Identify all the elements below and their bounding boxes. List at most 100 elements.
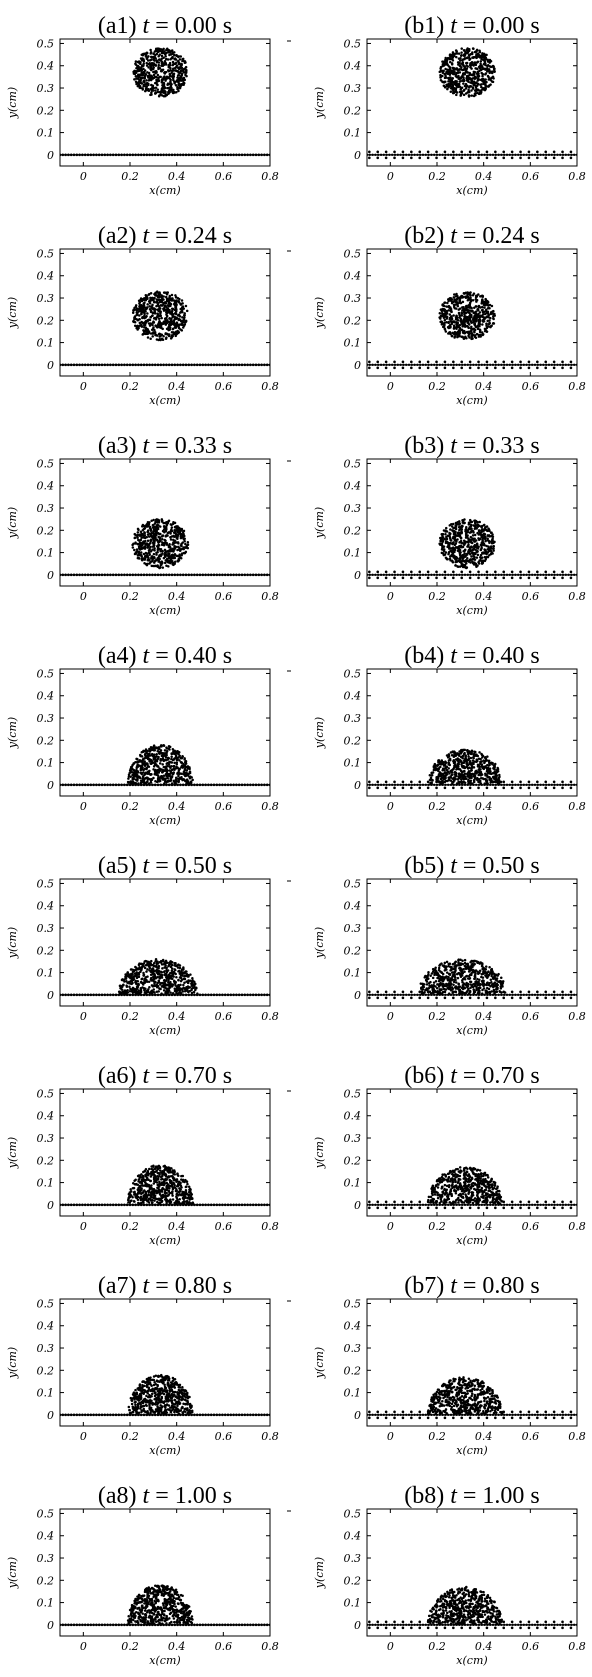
- substrate-particle: [151, 783, 154, 787]
- panel-a2: (a2) t = 0.24 s00.10.20.30.40.50 0.2 0.4 0.…: [6, 223, 291, 407]
- droplet-particle: [156, 83, 159, 86]
- y-tick-label: 0.3: [344, 82, 362, 95]
- droplet-particle: [453, 543, 457, 547]
- substrate-particle: [444, 783, 447, 787]
- droplet-particle: [146, 770, 150, 773]
- substrate-particle: [198, 783, 202, 787]
- droplet-particle: [184, 760, 188, 763]
- droplet-particle: [133, 548, 136, 552]
- droplet-particle: [453, 539, 457, 542]
- substrate-particle: [72, 573, 76, 577]
- droplet-particle: [160, 745, 163, 748]
- substrate-particle: [477, 363, 481, 367]
- droplet-particle: [451, 91, 455, 95]
- pillar-particle: [536, 360, 539, 364]
- droplet-particle: [491, 547, 495, 550]
- y-tick-label: 0.1: [344, 547, 362, 560]
- droplet-particle: [440, 544, 444, 547]
- droplet-particle: [182, 547, 185, 551]
- pillar-particle: [384, 366, 388, 370]
- droplet-particle: [172, 302, 176, 306]
- droplet-particle: [483, 548, 486, 551]
- droplet-particle: [165, 525, 168, 529]
- x-tick-label: 0.4: [475, 380, 493, 393]
- droplet-particle: [467, 543, 470, 547]
- substrate-particle: [438, 573, 441, 577]
- y-tick-label: 0: [47, 779, 54, 792]
- droplet-particle: [163, 525, 166, 529]
- droplet-particle: [138, 314, 141, 317]
- droplet-particle: [440, 533, 443, 536]
- x-tick-label: 0.6: [522, 170, 540, 183]
- droplet-particle: [183, 316, 186, 319]
- droplet-particle: [177, 74, 181, 77]
- pillar-particle: [502, 156, 506, 160]
- droplet-particle: [167, 334, 171, 338]
- droplet-particle: [164, 777, 167, 781]
- pillar-particle: [443, 360, 447, 364]
- x-tick-label: 0.8: [568, 170, 586, 183]
- droplet-particle: [178, 77, 182, 80]
- droplet-particle: [452, 305, 456, 309]
- substrate-particle: [268, 153, 270, 157]
- substrate-particle: [268, 363, 270, 367]
- droplet-particle: [162, 334, 165, 338]
- droplet-particle: [161, 537, 164, 541]
- droplet-particle: [154, 47, 158, 51]
- x-tick-label: 0: [80, 380, 87, 393]
- pillar-particle: [485, 156, 489, 160]
- substrate-particle: [542, 363, 545, 367]
- droplet-particle: [485, 80, 488, 84]
- droplet-particle: [475, 53, 479, 56]
- droplet-particle: [147, 66, 150, 69]
- droplet-particle: [158, 557, 161, 561]
- substrate-particle: [391, 153, 394, 157]
- droplet-particle: [469, 78, 472, 81]
- droplet-particle: [142, 546, 145, 550]
- substrate-particle: [170, 573, 174, 577]
- pillar-particle: [452, 576, 455, 580]
- substrate-particle: [528, 153, 531, 157]
- droplet-particle: [184, 70, 188, 74]
- droplet-particle: [463, 67, 467, 71]
- substrate-particle: [379, 153, 383, 157]
- droplet-particle: [152, 86, 155, 89]
- substrate-particle: [559, 573, 562, 577]
- droplet-particle: [178, 759, 181, 762]
- droplet-particle: [165, 774, 168, 778]
- droplet-particle: [169, 777, 173, 781]
- droplet-particle: [135, 548, 139, 551]
- droplet-particle: [455, 55, 458, 59]
- droplet-particle: [486, 537, 489, 540]
- y-tick-label: 0.4: [37, 690, 55, 703]
- droplet-particle: [475, 556, 479, 559]
- droplet-particle: [164, 53, 167, 56]
- droplet-particle: [462, 337, 466, 340]
- droplet-particle: [455, 52, 459, 55]
- droplet-particle: [154, 769, 158, 772]
- pillar-particle: [418, 570, 422, 574]
- droplet-particle: [458, 329, 461, 333]
- droplet-particle: [450, 522, 453, 526]
- substrate-particle: [424, 573, 427, 577]
- droplet-particle: [473, 306, 476, 309]
- droplet-particle: [165, 527, 168, 531]
- droplet-particle: [470, 313, 473, 317]
- substrate-particle: [553, 573, 556, 577]
- pillar-particle: [552, 156, 556, 160]
- droplet-particle: [470, 89, 473, 92]
- substrate-particles: [60, 573, 270, 577]
- pillar-particle: [552, 570, 556, 574]
- droplet-particle: [454, 295, 458, 298]
- droplet-particle: [160, 560, 164, 563]
- droplet-particle: [150, 772, 153, 776]
- droplet-particle: [485, 316, 488, 319]
- substrate-particle: [201, 573, 205, 577]
- substrate-particle: [438, 153, 441, 157]
- substrate-particle: [142, 573, 146, 577]
- droplet-particle: [458, 61, 461, 65]
- pillar-particle: [368, 366, 371, 370]
- droplet-particle: [449, 528, 452, 531]
- substrate-particle: [421, 363, 425, 367]
- droplet-particle: [159, 298, 163, 302]
